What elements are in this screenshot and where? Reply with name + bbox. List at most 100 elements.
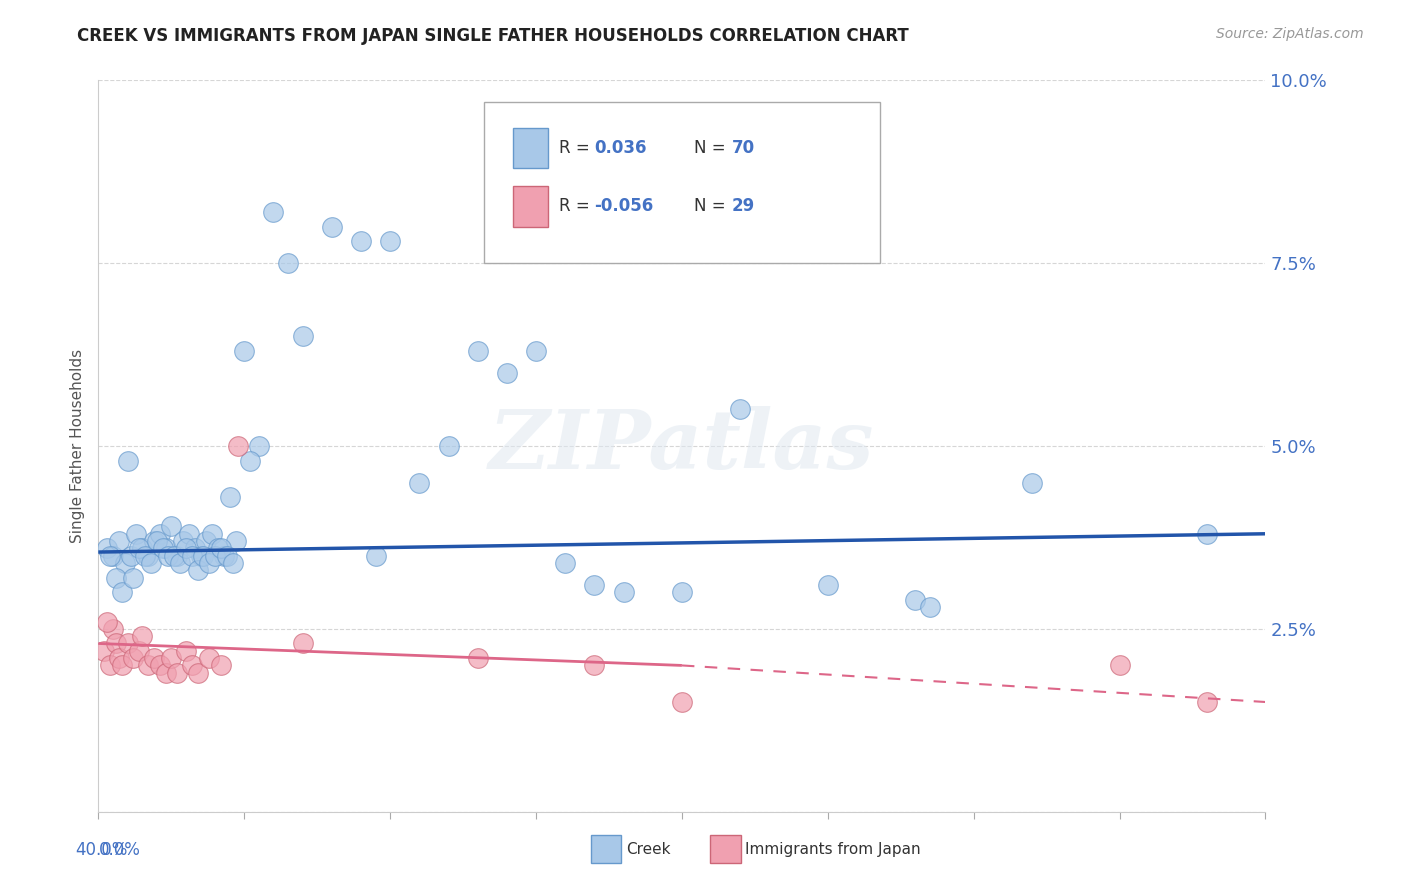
Point xyxy=(554,556,576,570)
Text: R =: R = xyxy=(560,138,595,157)
Point xyxy=(263,205,285,219)
Point xyxy=(198,556,221,570)
Point xyxy=(1197,526,1219,541)
Point xyxy=(228,439,250,453)
FancyBboxPatch shape xyxy=(513,128,548,168)
Point xyxy=(155,541,177,556)
Point xyxy=(163,549,186,563)
Point xyxy=(187,665,209,680)
Text: R =: R = xyxy=(560,197,595,215)
Point xyxy=(204,549,226,563)
Point xyxy=(128,644,150,658)
Point xyxy=(277,256,299,270)
Point xyxy=(174,644,197,658)
Point xyxy=(111,658,134,673)
Point xyxy=(131,541,153,556)
Point xyxy=(215,549,238,563)
Point xyxy=(730,402,752,417)
Text: Creek: Creek xyxy=(626,842,671,856)
Text: N =: N = xyxy=(693,197,731,215)
Point xyxy=(291,636,314,650)
Point xyxy=(239,453,262,467)
Point xyxy=(166,665,188,680)
Point xyxy=(111,585,134,599)
Y-axis label: Single Father Households: Single Father Households xyxy=(69,349,84,543)
Point xyxy=(408,475,430,490)
Point xyxy=(93,644,115,658)
Point xyxy=(149,658,172,673)
Point xyxy=(187,563,209,577)
Point xyxy=(437,439,460,453)
Point xyxy=(136,658,159,673)
Point xyxy=(104,636,127,650)
Text: 29: 29 xyxy=(733,197,755,215)
Point xyxy=(467,343,489,358)
Point xyxy=(218,490,240,504)
Text: N =: N = xyxy=(693,138,731,157)
Point xyxy=(817,578,839,592)
Point xyxy=(160,519,183,533)
Point xyxy=(364,549,387,563)
Point xyxy=(247,439,270,453)
Point xyxy=(1108,658,1130,673)
Point xyxy=(174,541,197,556)
Point xyxy=(117,453,139,467)
Point xyxy=(1021,475,1043,490)
Point xyxy=(233,343,256,358)
Point xyxy=(524,343,547,358)
Point xyxy=(193,549,215,563)
Point xyxy=(583,578,606,592)
Point xyxy=(467,651,489,665)
Point xyxy=(122,651,145,665)
Point xyxy=(496,366,519,380)
Point xyxy=(291,329,314,343)
Point xyxy=(195,534,218,549)
Point xyxy=(221,556,243,570)
Point xyxy=(350,234,373,248)
Text: 0.036: 0.036 xyxy=(595,138,647,157)
Point xyxy=(146,534,169,549)
Point xyxy=(671,695,693,709)
Point xyxy=(128,541,150,556)
Point xyxy=(96,541,118,556)
Point xyxy=(207,541,229,556)
Point xyxy=(108,651,131,665)
Point xyxy=(180,549,202,563)
Point xyxy=(180,658,202,673)
Point xyxy=(120,549,142,563)
Point xyxy=(101,622,124,636)
Point xyxy=(108,534,131,549)
Point xyxy=(177,526,200,541)
Point xyxy=(114,556,136,570)
Point xyxy=(134,549,156,563)
Point xyxy=(98,658,121,673)
Point xyxy=(183,541,205,556)
Point xyxy=(201,526,224,541)
Text: ZIPatlas: ZIPatlas xyxy=(489,406,875,486)
Text: -0.056: -0.056 xyxy=(595,197,654,215)
Point xyxy=(613,585,636,599)
Point xyxy=(157,549,180,563)
Text: Immigrants from Japan: Immigrants from Japan xyxy=(745,842,921,856)
FancyBboxPatch shape xyxy=(513,186,548,227)
Point xyxy=(321,219,343,234)
Point xyxy=(671,585,693,599)
Point xyxy=(98,549,121,563)
Point xyxy=(583,658,606,673)
Point xyxy=(101,549,124,563)
Text: 40.0%: 40.0% xyxy=(75,841,128,859)
Point xyxy=(122,571,145,585)
Point xyxy=(149,526,172,541)
Point xyxy=(155,665,177,680)
Point xyxy=(1197,695,1219,709)
Point xyxy=(152,541,174,556)
Text: CREEK VS IMMIGRANTS FROM JAPAN SINGLE FATHER HOUSEHOLDS CORRELATION CHART: CREEK VS IMMIGRANTS FROM JAPAN SINGLE FA… xyxy=(77,27,910,45)
Point xyxy=(169,556,191,570)
Point xyxy=(125,526,148,541)
Point xyxy=(209,658,232,673)
Point xyxy=(131,629,153,643)
Text: Source: ZipAtlas.com: Source: ZipAtlas.com xyxy=(1216,27,1364,41)
Point xyxy=(142,651,165,665)
Point xyxy=(209,541,232,556)
Point xyxy=(904,592,927,607)
